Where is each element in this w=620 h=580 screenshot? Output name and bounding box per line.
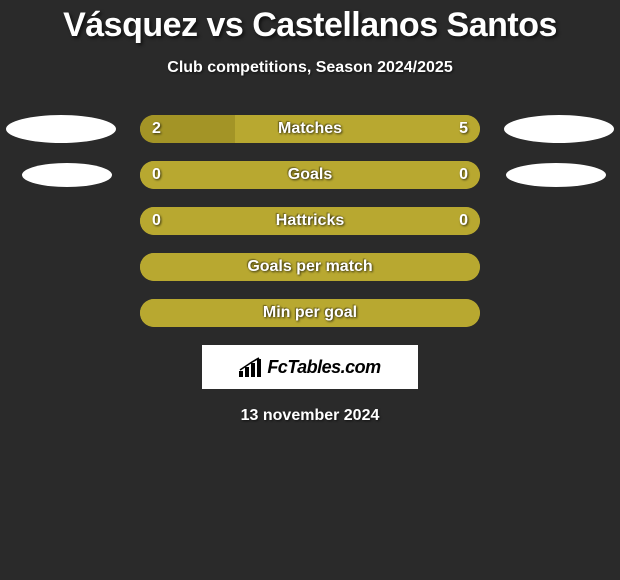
player-right-ellipse: [506, 163, 606, 187]
page-subtitle: Club competitions, Season 2024/2025: [167, 59, 452, 77]
stat-row: Goals per match: [0, 253, 620, 281]
player-right-ellipse: [504, 115, 614, 143]
stat-row: Min per goal: [0, 299, 620, 327]
brand-chart-icon: [239, 357, 261, 377]
stat-value-right: 0: [459, 166, 468, 184]
brand-box: FcTables.com: [202, 345, 418, 389]
stat-value-right: 0: [459, 212, 468, 230]
player-left-ellipse: [22, 163, 112, 187]
page-title: Vásquez vs Castellanos Santos: [63, 6, 557, 45]
stat-value-right: 5: [459, 120, 468, 138]
stat-value-left: 0: [152, 212, 161, 230]
stat-label: Goals: [288, 166, 332, 184]
stat-value-left: 0: [152, 166, 161, 184]
brand-label: FcTables.com: [267, 357, 380, 378]
stat-bar: 2 5 Matches: [140, 115, 480, 143]
stat-bar: 0 0 Goals: [140, 161, 480, 189]
player-left-ellipse: [6, 115, 116, 143]
stat-value-left: 2: [152, 120, 161, 138]
date-label: 13 november 2024: [241, 407, 380, 425]
stat-label: Goals per match: [247, 258, 372, 276]
stat-label: Min per goal: [263, 304, 357, 322]
stat-row: 2 5 Matches: [0, 115, 620, 143]
stats-area: 2 5 Matches 0 0 Goals 0 0 Hattricks Goals per mat…: [0, 115, 620, 327]
stat-row: 0 0 Hattricks: [0, 207, 620, 235]
stat-bar: 0 0 Hattricks: [140, 207, 480, 235]
stat-label: Hattricks: [276, 212, 344, 230]
stat-fill-right: [235, 115, 480, 143]
comparison-infographic: Vásquez vs Castellanos Santos Club compe…: [0, 0, 620, 425]
stat-label: Matches: [278, 120, 342, 138]
stat-row: 0 0 Goals: [0, 161, 620, 189]
stat-bar: Min per goal: [140, 299, 480, 327]
stat-bar: Goals per match: [140, 253, 480, 281]
